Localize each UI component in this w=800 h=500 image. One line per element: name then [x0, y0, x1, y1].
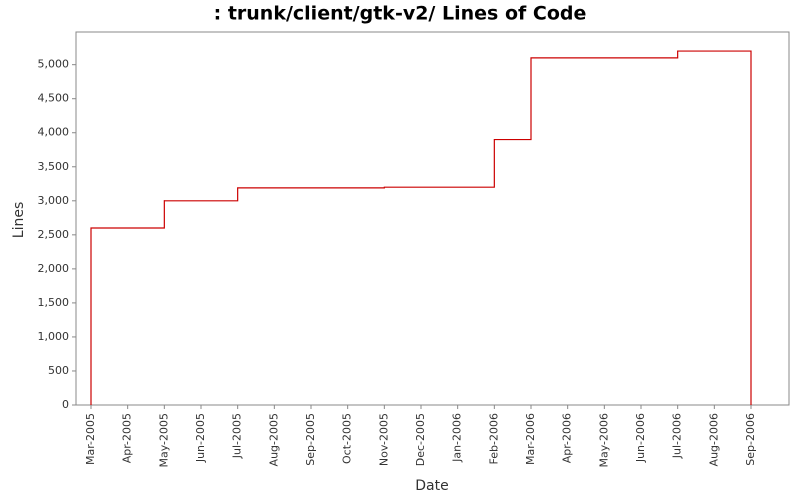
x-tick-label: Jan-2006 — [451, 413, 464, 463]
x-tick-label: May-2005 — [157, 413, 170, 468]
line — [90, 50, 752, 405]
x-tick-label: Sep-2006 — [744, 413, 757, 466]
x-axis-title: Date — [415, 478, 448, 494]
x-tick-label: Aug-2005 — [267, 413, 280, 466]
x-tick-label: Jul-2006 — [671, 413, 684, 459]
x-tick-label: Apr-2005 — [121, 413, 134, 463]
y-tick-label: 5,000 — [38, 58, 70, 71]
y-tick-label: 4,000 — [38, 126, 70, 139]
y-tick-label: 500 — [48, 364, 69, 377]
x-tick-label: Dec-2005 — [414, 413, 427, 466]
x-tick-label: Jun-2005 — [194, 413, 207, 463]
y-tick-label: 2,000 — [38, 262, 70, 275]
y-tick-label: 1,000 — [38, 330, 70, 343]
plot-area — [75, 31, 790, 406]
y-axis-title: Lines — [11, 202, 27, 238]
y-tick-label: 1,500 — [38, 296, 70, 309]
x-tick-label: Jun-2006 — [634, 413, 647, 463]
x-tick-label: Jul-2005 — [231, 413, 244, 459]
x-tick-label: Apr-2006 — [561, 413, 574, 463]
x-tick-label: Aug-2006 — [707, 413, 720, 466]
y-tick-label: 3,500 — [38, 160, 70, 173]
x-tick-label: May-2006 — [597, 413, 610, 468]
chart-title: : trunk/client/gtk-v2/ Lines of Code — [214, 3, 587, 25]
x-tick-label: Mar-2006 — [524, 413, 537, 465]
x-tick-label: Sep-2005 — [304, 413, 317, 466]
y-tick-label: 2,500 — [38, 228, 70, 241]
y-tick-label: 3,000 — [38, 194, 70, 207]
y-tick-label: 0 — [62, 398, 69, 411]
x-tick-label: Mar-2005 — [84, 413, 97, 465]
y-tick-label: 4,500 — [38, 92, 70, 105]
x-tick-label: Nov-2005 — [377, 413, 390, 466]
x-tick-label: Feb-2006 — [487, 413, 500, 464]
x-tick-label: Oct-2005 — [341, 413, 354, 464]
